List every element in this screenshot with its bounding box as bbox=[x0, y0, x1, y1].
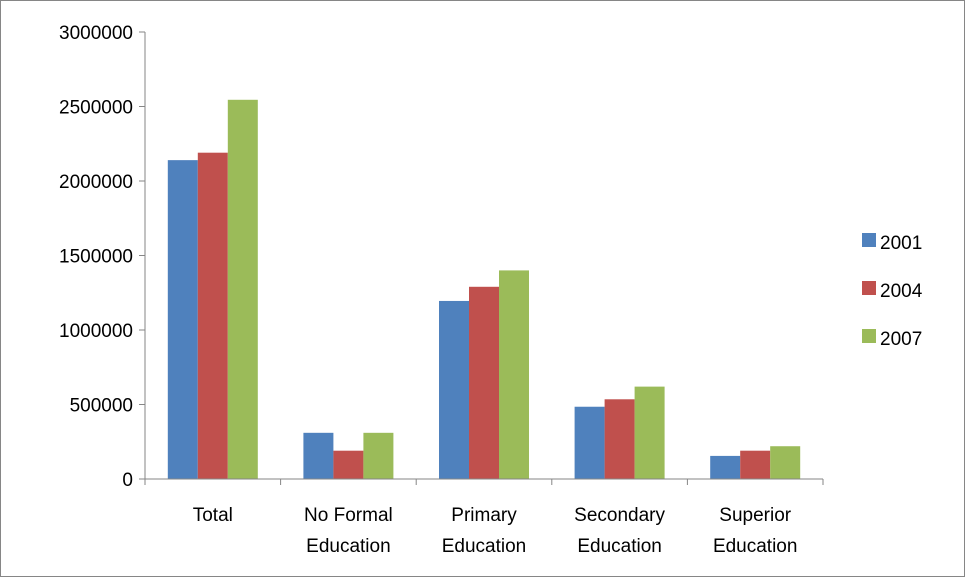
bar-2007-3 bbox=[634, 386, 665, 479]
bar-2001-3 bbox=[574, 406, 605, 479]
bar-2001-4 bbox=[710, 455, 741, 479]
y-tick-label: 0 bbox=[122, 470, 133, 491]
legend-swatch-2007 bbox=[862, 329, 876, 343]
bar-2004-4 bbox=[740, 450, 771, 479]
bar-2001-1 bbox=[303, 432, 334, 479]
y-tick-label: 1500000 bbox=[59, 247, 133, 268]
bar-2004-1 bbox=[333, 450, 364, 479]
bar-2007-1 bbox=[363, 432, 394, 479]
legend-label-2007: 2007 bbox=[880, 329, 922, 350]
y-tick-label: 2500000 bbox=[59, 98, 133, 119]
x-tick-label: Total bbox=[193, 505, 233, 526]
legend: 2001 2004 2007 bbox=[862, 233, 923, 350]
bar-2004-2 bbox=[469, 286, 499, 479]
x-tick-label-line: No Formal bbox=[304, 505, 393, 526]
bar-2004-3 bbox=[604, 399, 635, 479]
bar-2001-2 bbox=[439, 300, 469, 479]
x-tick-label: No Formal Education bbox=[304, 505, 393, 557]
legend-label-2001: 2001 bbox=[880, 233, 922, 254]
x-tick-label: Secondary Education bbox=[574, 505, 665, 557]
bar-2001-0 bbox=[167, 160, 198, 479]
x-tick-label-line: Education bbox=[442, 536, 527, 557]
bar-2004-0 bbox=[197, 152, 228, 479]
legend-swatch-2001 bbox=[862, 233, 876, 247]
x-tick-label-line: Education bbox=[306, 536, 391, 557]
bars-group bbox=[167, 99, 801, 480]
y-tick-label: 2000000 bbox=[59, 172, 133, 193]
x-tick-label: Superior Education bbox=[713, 505, 798, 557]
x-tick-label-line: Superior bbox=[719, 505, 791, 526]
y-tick-label: 500000 bbox=[70, 396, 133, 417]
bar-2007-0 bbox=[227, 99, 258, 480]
legend-label-2004: 2004 bbox=[880, 281, 923, 302]
axes-group: 0 500000 1000000 1500000 2000000 2500000 30000… bbox=[59, 23, 824, 557]
x-tick-label-line: Secondary bbox=[574, 505, 665, 526]
legend-swatch-2004 bbox=[862, 281, 876, 295]
x-tick-label-line: Education bbox=[577, 536, 662, 557]
x-tick-label-line: Primary bbox=[451, 505, 517, 526]
y-tick-label: 1000000 bbox=[59, 321, 133, 342]
x-tick-label-line: Total bbox=[193, 505, 233, 526]
x-tick-label: Primary Education bbox=[442, 505, 527, 557]
bar-2007-2 bbox=[499, 270, 529, 479]
bar-2007-4 bbox=[770, 446, 801, 479]
x-tick-label-line: Education bbox=[713, 536, 798, 557]
y-tick-label: 3000000 bbox=[59, 23, 133, 44]
